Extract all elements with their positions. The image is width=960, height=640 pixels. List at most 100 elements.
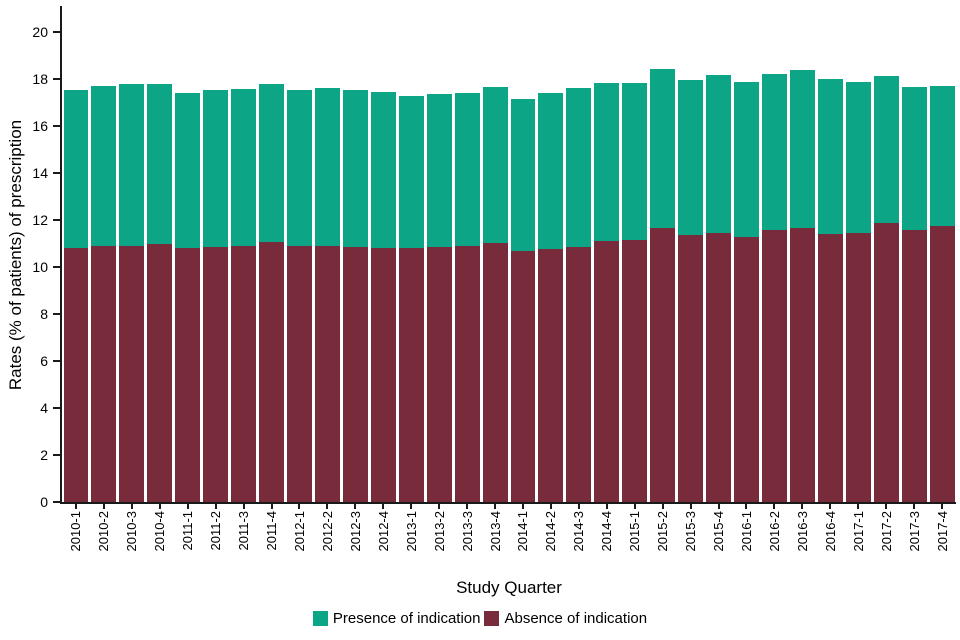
segment-absence-of-indication <box>510 251 536 502</box>
segment-presence-of-indication <box>342 90 368 247</box>
segment-presence-of-indication <box>454 92 480 246</box>
x-tick-label: 2010-3 <box>124 511 140 552</box>
bar-2017-4 <box>929 85 955 502</box>
x-tick-mark <box>661 504 664 509</box>
x-tick-label: 2011-3 <box>236 511 252 551</box>
bar-2010-3 <box>119 84 145 502</box>
x-tick-slot <box>174 504 202 509</box>
x-tick-slot <box>90 504 118 509</box>
y-tick-label: 14 <box>32 164 48 181</box>
bar-slot <box>230 8 258 502</box>
x-tick-label-slot: 2013-4 <box>481 511 509 569</box>
segment-presence-of-indication <box>817 78 843 234</box>
x-axis-line <box>60 502 956 504</box>
x-tick-slot <box>593 504 621 509</box>
y-tick-label: 16 <box>32 117 48 134</box>
bar-2011-1 <box>175 92 201 502</box>
bar-2010-4 <box>147 84 173 502</box>
x-tick-label-slot: 2011-2 <box>202 511 230 569</box>
x-tick-label-slot: 2016-4 <box>816 511 844 569</box>
x-tick-slot <box>313 504 341 509</box>
x-tick-mark <box>521 504 524 509</box>
x-tick-label: 2013-2 <box>431 511 447 552</box>
x-tick-label-slot: 2014-1 <box>509 511 537 569</box>
segment-absence-of-indication <box>454 245 480 502</box>
segment-absence-of-indication <box>650 227 676 502</box>
bar-slot <box>537 8 565 502</box>
bar-slot <box>118 8 146 502</box>
x-tick-mark <box>410 504 413 509</box>
bar-slot <box>509 8 537 502</box>
x-tick-label: 2015-1 <box>627 511 643 552</box>
bar-slot <box>286 8 314 502</box>
x-tick-label: 2017-2 <box>878 511 894 552</box>
segment-absence-of-indication <box>622 239 648 502</box>
segment-presence-of-indication <box>482 86 508 244</box>
segment-presence-of-indication <box>175 92 201 248</box>
segment-absence-of-indication <box>231 245 257 502</box>
x-tick-slot <box>341 504 369 509</box>
segment-presence-of-indication <box>287 90 312 246</box>
segment-presence-of-indication <box>566 88 592 247</box>
x-tick-label: 2013-3 <box>459 511 475 552</box>
x-tick-slot <box>369 504 397 509</box>
bar-slot <box>705 8 733 502</box>
segment-absence-of-indication <box>398 247 424 502</box>
bar-2015-3 <box>678 79 704 502</box>
x-tick-mark <box>130 504 133 509</box>
x-tick-mark <box>186 504 189 509</box>
bar-slot <box>900 8 928 502</box>
x-tick-mark <box>745 504 748 509</box>
bar-slot <box>565 8 593 502</box>
x-tick-label-slot: 2015-3 <box>677 511 705 569</box>
x-tick-mark <box>689 504 692 509</box>
bar-slot <box>90 8 118 502</box>
bar-2017-3 <box>901 86 927 502</box>
segment-presence-of-indication <box>398 96 424 248</box>
x-tick-mark <box>298 504 301 509</box>
segment-presence-of-indication <box>789 70 815 228</box>
x-tick-label: 2012-2 <box>319 511 335 552</box>
y-tick-mark <box>53 453 60 456</box>
bar-slot <box>313 8 341 502</box>
x-tick-label-slot: 2010-3 <box>118 511 146 569</box>
bar-2017-1 <box>845 82 871 502</box>
bar-2014-2 <box>538 92 564 502</box>
segment-absence-of-indication <box>259 242 284 502</box>
bar-2014-4 <box>594 83 620 502</box>
x-tick-label-slot: 2012-2 <box>313 511 341 569</box>
bar-slot <box>872 8 900 502</box>
y-axis-line <box>60 6 62 504</box>
x-tick-mark <box>577 504 580 509</box>
x-tick-mark <box>829 504 832 509</box>
bar-slot <box>369 8 397 502</box>
segment-presence-of-indication <box>929 85 955 226</box>
x-tick-mark <box>549 504 552 509</box>
x-tick-label-slot: 2011-3 <box>230 511 258 569</box>
bar-2013-3 <box>454 92 480 502</box>
x-tick-mark <box>913 504 916 509</box>
segment-presence-of-indication <box>678 79 704 236</box>
plot-area <box>62 8 956 502</box>
x-tick-label-slot: 2017-1 <box>844 511 872 569</box>
x-tick-slot <box>872 504 900 509</box>
segment-presence-of-indication <box>314 87 340 246</box>
segment-absence-of-indication <box>314 245 340 502</box>
x-tick-mark <box>717 504 720 509</box>
x-tick-label-slot: 2016-2 <box>760 511 788 569</box>
x-tick-mark <box>466 504 469 509</box>
x-tick-slot <box>565 504 593 509</box>
x-tick-label-slot: 2012-3 <box>341 511 369 569</box>
x-tick-mark <box>801 504 804 509</box>
x-tick-slot <box>537 504 565 509</box>
x-tick-label: 2014-2 <box>543 511 559 552</box>
bar-slot <box>677 8 705 502</box>
segment-absence-of-indication <box>370 247 396 502</box>
bar-2010-2 <box>91 85 117 502</box>
segment-absence-of-indication <box>175 247 201 502</box>
x-tick-label: 2011-2 <box>208 511 224 551</box>
legend-item: Absence of indication <box>484 610 647 627</box>
bar-2014-3 <box>566 88 592 502</box>
bar-2015-2 <box>650 69 676 502</box>
x-tick-label: 2015-4 <box>711 511 727 552</box>
